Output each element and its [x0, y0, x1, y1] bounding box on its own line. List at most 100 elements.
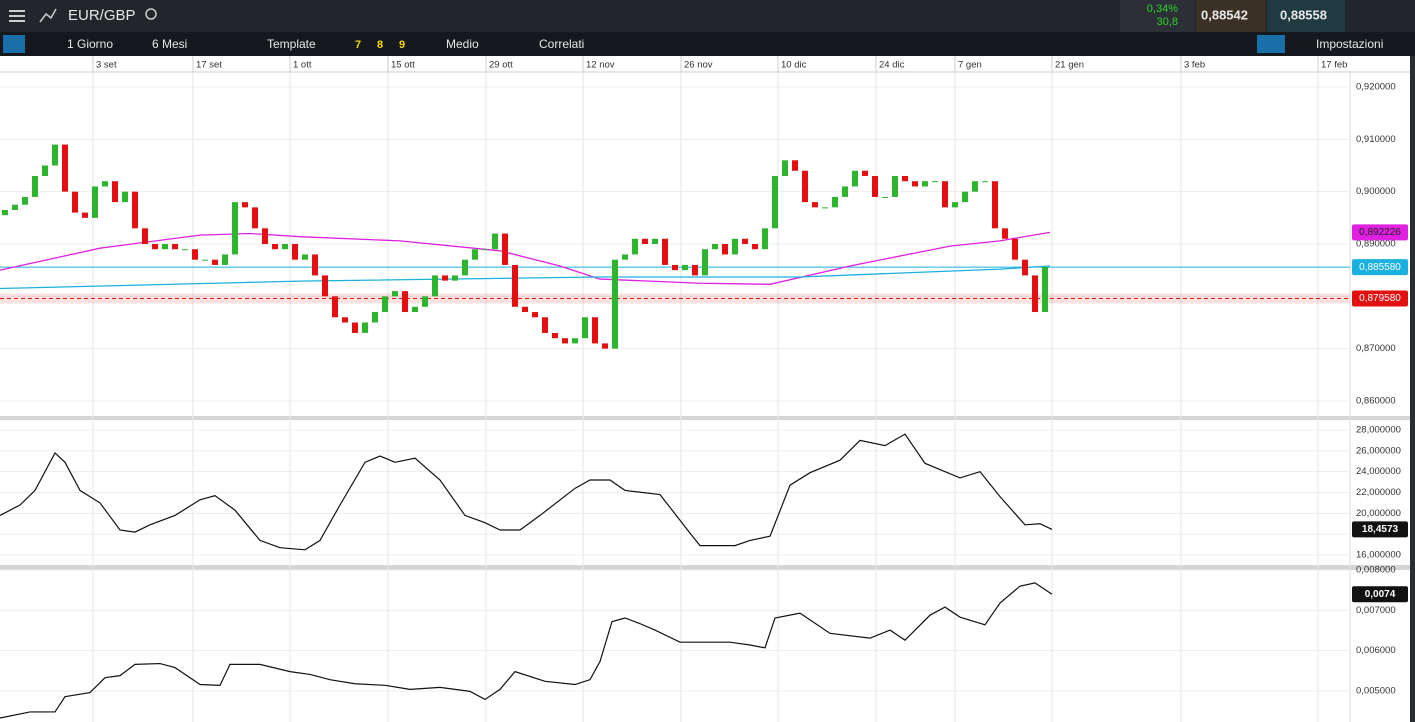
candle — [502, 233, 508, 265]
candle — [342, 317, 348, 323]
value-tag — [1352, 586, 1408, 603]
style[interactable]: Medio — [446, 37, 479, 51]
value-tag-text: 0,885580 — [1359, 262, 1401, 273]
candle — [272, 244, 278, 250]
x-tick-label: 17 set — [196, 60, 222, 71]
value-tag-text: 0,879580 — [1359, 293, 1401, 304]
candle — [942, 181, 948, 208]
candle — [592, 317, 598, 344]
scrollbar[interactable] — [1410, 56, 1415, 722]
candle — [382, 296, 388, 313]
candle — [842, 186, 848, 197]
range[interactable]: 6 Mesi — [152, 37, 187, 51]
preset[interactable]: 9 — [399, 39, 405, 51]
candle — [252, 207, 258, 229]
related[interactable]: Correlati — [539, 37, 584, 51]
x-tick-label: 7 gen — [958, 60, 982, 71]
candle — [972, 181, 978, 192]
candle — [212, 259, 218, 265]
candle — [522, 306, 528, 313]
candle — [912, 181, 918, 187]
period[interactable]: 1 Giorno — [67, 37, 113, 51]
candle — [102, 181, 108, 187]
symbol[interactable]: EUR/GBP — [68, 7, 136, 24]
candle — [402, 291, 408, 313]
candle — [72, 191, 78, 213]
candle — [122, 191, 128, 203]
candle — [452, 275, 458, 281]
candle — [182, 249, 188, 251]
candle — [922, 181, 928, 187]
candle — [1022, 259, 1028, 276]
candle — [762, 228, 768, 250]
template[interactable]: Template — [267, 37, 316, 51]
line — [0, 433, 1053, 551]
candle — [652, 238, 658, 244]
panel-divider — [0, 565, 1410, 570]
candle — [582, 317, 588, 339]
candle — [572, 338, 578, 344]
candle — [42, 165, 48, 176]
line — [0, 265, 1051, 290]
buy-box[interactable] — [1267, 0, 1345, 32]
candle — [392, 291, 398, 297]
candle — [552, 332, 558, 339]
candle — [332, 296, 338, 318]
candle — [612, 259, 618, 349]
x-tick-label: 3 feb — [1184, 60, 1205, 71]
date-axis — [0, 56, 1415, 72]
candle — [982, 181, 988, 183]
candle — [372, 312, 378, 323]
settings[interactable]: Impostazioni — [1316, 37, 1383, 51]
candle — [22, 196, 28, 205]
candle — [752, 244, 758, 250]
line — [0, 582, 1053, 719]
y-tick-label: 0,890000 — [1356, 239, 1396, 250]
sell-price[interactable]: 0,88542 — [1201, 7, 1248, 22]
candle — [1032, 275, 1038, 313]
candle — [482, 249, 488, 251]
panel-button[interactable] — [3, 35, 25, 53]
change: 0,34% — [1147, 3, 1178, 15]
candle — [702, 249, 708, 276]
candle — [162, 244, 168, 250]
panel-divider — [0, 416, 1410, 420]
search-icon[interactable] — [145, 8, 157, 20]
candle — [642, 238, 648, 244]
y-tick-label: 0,860000 — [1356, 395, 1396, 406]
candle — [722, 244, 728, 255]
menu-icon[interactable] — [9, 10, 25, 22]
chart-icon[interactable] — [39, 8, 57, 23]
candle — [222, 254, 228, 265]
y-tick-label: 28,000000 — [1356, 425, 1401, 436]
preset[interactable]: 7 — [355, 39, 361, 51]
candle — [462, 259, 468, 276]
candle — [442, 275, 448, 281]
preset[interactable]: 8 — [377, 39, 383, 51]
candle — [992, 181, 998, 229]
x-tick-label: 24 dic — [879, 60, 905, 71]
candle — [812, 202, 818, 208]
y-tick-label: 0,008000 — [1356, 565, 1396, 576]
candle — [542, 317, 548, 333]
label-button[interactable] — [1257, 35, 1285, 53]
x-tick-label: 10 dic — [781, 60, 807, 71]
sell-box[interactable] — [1196, 0, 1266, 32]
y-tick-label: 16,000000 — [1356, 550, 1401, 561]
candle — [362, 322, 368, 333]
candle — [792, 160, 798, 171]
candle — [852, 170, 858, 187]
y-tick-label: 26,000000 — [1356, 445, 1401, 456]
candle — [692, 264, 698, 276]
candle — [302, 254, 308, 260]
candle — [412, 306, 418, 313]
candle — [962, 191, 968, 203]
candle — [322, 275, 328, 297]
candle — [232, 202, 238, 255]
candle — [772, 175, 778, 229]
candle — [432, 275, 438, 297]
value-tag-text: 0,892226 — [1359, 227, 1401, 238]
x-tick-label: 3 set — [96, 60, 117, 71]
candle — [902, 175, 908, 182]
buy-price[interactable]: 0,88558 — [1280, 7, 1327, 22]
